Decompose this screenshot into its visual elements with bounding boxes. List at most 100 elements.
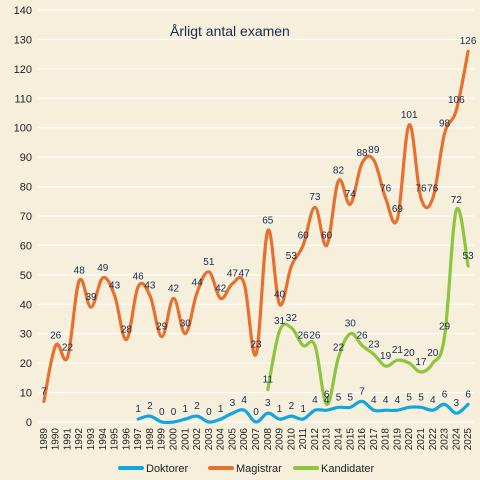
x-tick-label: 1994 xyxy=(98,428,109,451)
legend-label: Doktorer xyxy=(146,463,189,475)
data-label: 6 xyxy=(324,389,330,400)
data-label: 26 xyxy=(356,330,368,341)
data-label: 30 xyxy=(345,319,357,330)
data-label: 3 xyxy=(454,398,460,409)
y-tick-label: 50 xyxy=(20,270,32,282)
data-label: 17 xyxy=(415,357,427,368)
x-tick-label: 2024 xyxy=(451,428,462,451)
data-label: 0 xyxy=(159,407,165,418)
data-label: 48 xyxy=(74,266,86,277)
y-tick-label: 140 xyxy=(14,5,32,17)
x-tick-label: 2012 xyxy=(310,428,321,451)
data-label: 106 xyxy=(448,95,465,106)
x-tick-label: 1999 xyxy=(157,428,168,451)
data-label: 21 xyxy=(392,345,404,356)
y-tick-label: 120 xyxy=(14,64,32,76)
data-label: 7 xyxy=(41,386,47,397)
data-label: 20 xyxy=(404,348,416,359)
data-label: 82 xyxy=(333,166,345,177)
data-label: 126 xyxy=(460,36,477,47)
data-label: 43 xyxy=(144,280,156,291)
x-tick-label: 2014 xyxy=(333,428,344,451)
data-label: 76 xyxy=(427,183,439,194)
data-label: 65 xyxy=(262,216,274,227)
data-label: 1 xyxy=(135,404,141,415)
data-label: 5 xyxy=(406,392,412,403)
data-label: 4 xyxy=(312,395,318,406)
data-label: 3 xyxy=(230,398,236,409)
y-tick-labels: 0 10 20 30 40 50 60 70 80 90 100 110 120 130 140 xyxy=(14,5,32,429)
data-label: 28 xyxy=(121,325,133,336)
series-line-magistrar xyxy=(42,49,470,403)
data-label: 42 xyxy=(215,283,227,294)
x-tick-label: 1992 xyxy=(74,428,85,451)
legend: Doktorer Magistrar Kandidater xyxy=(118,463,375,475)
data-label: 26 xyxy=(309,330,321,341)
x-tick-label: 2000 xyxy=(169,428,180,451)
data-label: 4 xyxy=(395,395,401,406)
data-label: 101 xyxy=(401,110,418,121)
y-tick-label: 20 xyxy=(20,358,32,370)
data-label: 44 xyxy=(192,278,204,289)
x-tick-labels: 1989 1990 1991 1992 1993 1994 1995 1996 1997 1998… xyxy=(39,428,474,451)
data-label: 4 xyxy=(371,395,377,406)
data-label: 0 xyxy=(206,407,212,418)
series-line-doktorer xyxy=(136,399,470,425)
x-tick-label: 2017 xyxy=(369,428,380,451)
data-label: 4 xyxy=(241,395,247,406)
data-label: 4 xyxy=(324,395,330,406)
x-tick-label: 2019 xyxy=(392,428,403,451)
x-tick-label: 2013 xyxy=(322,428,333,451)
y-tick-label: 0 xyxy=(26,417,32,429)
y-tick-label: 40 xyxy=(20,299,32,311)
x-tick-label: 1997 xyxy=(133,428,144,451)
data-label: 1 xyxy=(218,404,224,415)
data-label: 72 xyxy=(451,195,463,206)
y-tick-label: 70 xyxy=(20,211,32,223)
x-tick-label: 1996 xyxy=(121,428,132,451)
x-tick-label: 1998 xyxy=(145,428,156,451)
data-label: 39 xyxy=(85,292,97,303)
data-label: 60 xyxy=(298,230,310,241)
data-label: 42 xyxy=(168,283,180,294)
x-tick-label: 2025 xyxy=(463,428,474,451)
x-tick-label: 2005 xyxy=(227,428,238,451)
data-label: 47 xyxy=(239,269,251,280)
data-label: 1 xyxy=(277,404,283,415)
data-label: 19 xyxy=(380,351,392,362)
data-label: 46 xyxy=(133,272,145,283)
data-label: 7 xyxy=(359,386,365,397)
x-tick-label: 2021 xyxy=(416,428,427,451)
data-label: 69 xyxy=(392,204,404,215)
data-label: 1 xyxy=(300,404,306,415)
data-label: 3 xyxy=(265,398,271,409)
data-label: 23 xyxy=(368,339,380,350)
y-tick-label: 60 xyxy=(20,240,32,252)
data-label: 1 xyxy=(183,404,189,415)
data-label: 4 xyxy=(430,395,436,406)
data-label: 76 xyxy=(415,183,427,194)
x-tick-label: 2016 xyxy=(357,428,368,451)
data-label: 88 xyxy=(356,148,368,159)
x-tick-label: 2008 xyxy=(263,428,274,451)
data-label: 29 xyxy=(156,322,168,333)
y-tick-label: 130 xyxy=(14,34,32,46)
series-lines xyxy=(42,49,470,425)
x-tick-label: 2020 xyxy=(404,428,415,451)
data-label: 6 xyxy=(465,389,471,400)
data-label: 73 xyxy=(309,192,321,203)
data-label: 5 xyxy=(347,392,353,403)
x-tick-label: 1991 xyxy=(62,428,73,451)
y-tick-label: 10 xyxy=(20,388,32,400)
data-label: 20 xyxy=(427,348,439,359)
y-tick-label: 110 xyxy=(14,93,32,105)
data-label: 43 xyxy=(109,280,121,291)
data-label: 32 xyxy=(286,313,298,324)
data-label: 49 xyxy=(97,263,109,274)
x-tick-label: 2022 xyxy=(428,428,439,451)
data-label: 0 xyxy=(253,407,259,418)
data-label: 60 xyxy=(321,230,333,241)
